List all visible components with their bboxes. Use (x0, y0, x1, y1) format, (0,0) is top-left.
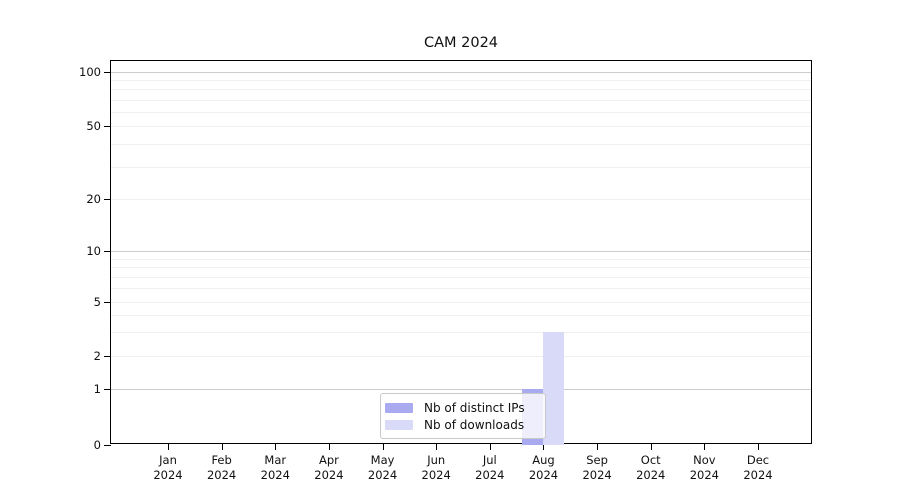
x-axis-tick (168, 444, 169, 450)
x-axis-tick (489, 444, 491, 450)
x-tick-label: May 2024 (367, 453, 398, 482)
grid-line-minor (111, 89, 811, 91)
legend-swatch-distinct-ips (385, 402, 413, 413)
x-tick-label: Sep 2024 (582, 453, 612, 482)
x-tick-label: Jul 2024 (475, 453, 505, 482)
y-tick-label: 100 (79, 64, 101, 79)
x-tick-label: Dec 2024 (743, 453, 773, 482)
grid-line-minor (111, 267, 811, 269)
plot-area: Nb of distinct IPs Nb of downloads 0 1 2 5 1… (79, 60, 812, 482)
grid-line-minor (111, 301, 811, 303)
x-tick-label: Mar 2024 (260, 453, 290, 482)
legend-label-downloads: Nb of downloads (424, 417, 525, 432)
y-axis-tick (104, 356, 111, 357)
grid-line-minor (111, 356, 811, 357)
y-tick-label: 0 (93, 438, 101, 452)
x-axis-tick (650, 444, 652, 450)
grid-line-major (111, 389, 811, 390)
x-axis-tick (221, 444, 223, 450)
y-tick-label: 50 (86, 119, 101, 133)
x-axis-tick (597, 444, 599, 450)
legend-swatch-downloads (385, 419, 413, 430)
y-axis-tick (104, 251, 111, 252)
grid-line-minor (111, 111, 811, 113)
x-tick-label: Nov 2024 (689, 453, 719, 482)
grid-line-minor (111, 331, 811, 333)
x-axis-tick (543, 444, 545, 450)
legend: Nb of distinct IPs Nb of downloads (380, 393, 546, 439)
chart-title: CAM 2024 (423, 35, 499, 51)
grid-line-minor (111, 143, 811, 145)
grid-line-minor (111, 258, 811, 260)
y-axis-tick (104, 445, 111, 446)
x-axis-tick (275, 444, 277, 450)
x-axis-tick (758, 444, 759, 450)
x-axis-tick (704, 444, 706, 450)
x-axis-tick (328, 444, 330, 450)
y-tick-label: 5 (93, 294, 101, 309)
grid-line-minor (111, 99, 811, 101)
y-tick-label: 1 (93, 382, 101, 396)
x-axis-tick (436, 444, 438, 450)
y-tick-label: 20 (86, 192, 101, 206)
x-tick-label: Jun 2024 (421, 453, 451, 482)
legend-entry-downloads: Nb of downloads (385, 416, 537, 433)
grid-line-major (111, 71, 811, 73)
grid-line-minor (111, 166, 811, 168)
y-axis-tick (104, 71, 111, 73)
x-tick-label: Aug 2024 (528, 453, 559, 482)
bar-downloads (543, 331, 565, 445)
legend-entry-distinct-ips: Nb of distinct IPs (385, 399, 537, 416)
x-tick-label: Jan 2024 (153, 453, 183, 482)
grid-line-minor (111, 288, 811, 290)
y-axis-tick (104, 199, 111, 200)
legend-label-distinct-ips: Nb of distinct IPs (424, 400, 525, 415)
grid-line-minor (111, 79, 811, 81)
y-tick-label: 2 (93, 349, 101, 363)
y-tick-label: 10 (86, 244, 101, 258)
y-axis-tick (104, 389, 111, 390)
y-axis-tick (104, 126, 111, 127)
grid-line-minor (111, 276, 811, 278)
y-axis-tick (104, 301, 111, 303)
grid-line-major (111, 251, 811, 252)
x-tick-label: Oct 2024 (636, 453, 666, 482)
x-tick-label: Apr 2024 (314, 453, 344, 482)
grid-line-minor (111, 199, 811, 200)
grid-line-minor (111, 126, 811, 127)
grid-line-minor (111, 314, 811, 316)
x-axis-tick (382, 444, 384, 450)
x-tick-label: Feb 2024 (206, 453, 237, 482)
